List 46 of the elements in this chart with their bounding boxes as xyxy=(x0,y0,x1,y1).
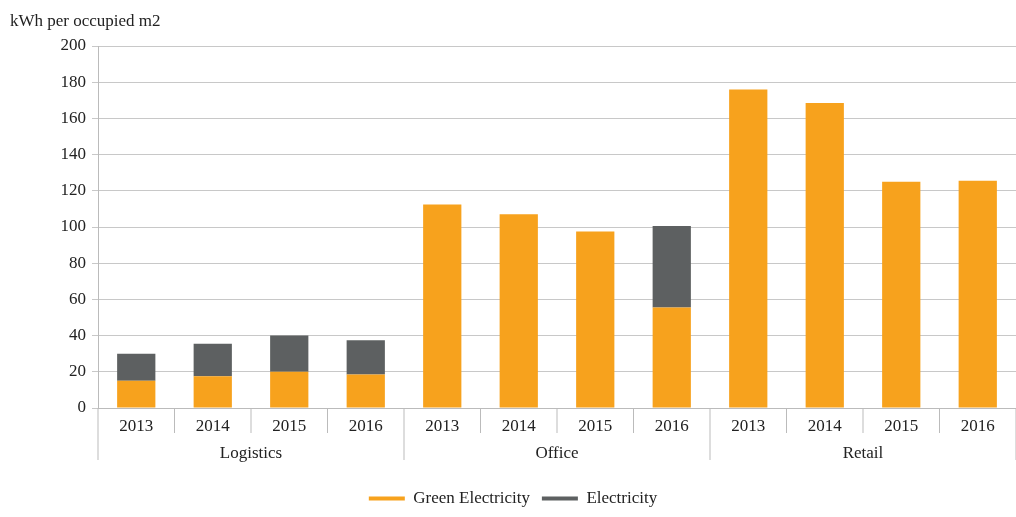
y-tick-label: 120 xyxy=(60,180,86,200)
x-tick-label: 2013 xyxy=(731,415,766,435)
bar xyxy=(652,226,691,308)
y-axis-title: kWh per occupied m2 xyxy=(10,11,161,31)
bar xyxy=(270,371,309,408)
x-tick-label: 2013 xyxy=(119,415,154,435)
x-tick-label: 2014 xyxy=(807,415,843,435)
y-tick-label: 40 xyxy=(69,325,86,345)
bar xyxy=(958,180,997,408)
y-tick-label: 140 xyxy=(60,144,86,164)
bar xyxy=(805,103,844,408)
legend-label: Electricity xyxy=(586,487,658,507)
bar xyxy=(652,307,691,408)
bar xyxy=(193,376,232,408)
bar xyxy=(117,353,156,381)
x-tick-label: 2015 xyxy=(884,415,919,435)
x-tick-label: 2014 xyxy=(501,415,537,435)
text: Retail xyxy=(842,443,884,463)
bar xyxy=(117,380,156,408)
bar xyxy=(193,343,232,377)
x-tick-label: 2015 xyxy=(272,415,307,435)
bar xyxy=(882,181,921,408)
x-tick-label: 2015 xyxy=(578,415,613,435)
y-tick-label: 0 xyxy=(77,397,86,417)
y-tick-label: 200 xyxy=(60,35,86,55)
legend-label: Green Electricity xyxy=(413,487,531,507)
y-tick-label: 180 xyxy=(60,71,86,91)
y-tick-label: 20 xyxy=(69,361,86,381)
x-tick-label: 2016 xyxy=(960,415,995,435)
y-tick-label: 80 xyxy=(69,252,86,272)
bar xyxy=(729,89,768,408)
text: Logistics xyxy=(219,443,283,463)
y-tick-label: 160 xyxy=(60,107,86,127)
bar xyxy=(346,374,385,408)
x-tick-label: 2016 xyxy=(348,415,383,435)
bar xyxy=(499,214,538,408)
x-tick-label: 2013 xyxy=(425,415,460,435)
bar xyxy=(423,204,462,408)
y-tick-label: 60 xyxy=(69,288,86,308)
x-tick-label: 2014 xyxy=(195,415,231,435)
bar xyxy=(346,340,385,375)
bar xyxy=(270,335,309,372)
bar xyxy=(576,231,615,408)
x-tick-label: 2016 xyxy=(654,415,689,435)
text: Office xyxy=(535,443,579,463)
y-tick-label: 100 xyxy=(60,216,86,236)
